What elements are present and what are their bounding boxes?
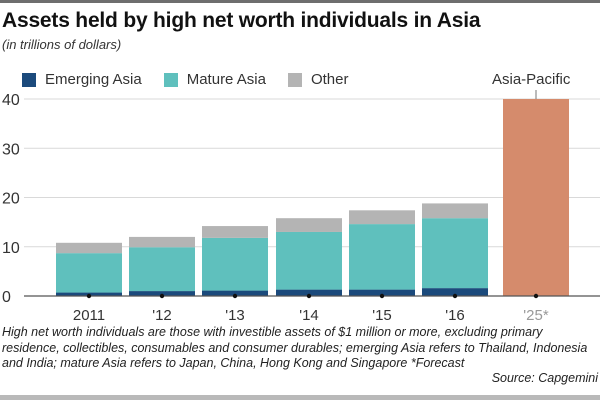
bar-other bbox=[202, 226, 268, 238]
x-tick-dot bbox=[452, 293, 458, 299]
x-tick-label: '16 bbox=[445, 307, 465, 324]
x-tick-dot bbox=[379, 293, 385, 299]
legend-label: Mature Asia bbox=[186, 71, 266, 88]
y-tick-label: 30 bbox=[2, 141, 20, 158]
x-tick-label: '14 bbox=[299, 307, 319, 324]
legend-swatch-mature-asia bbox=[163, 72, 178, 87]
x-tick-dot bbox=[86, 293, 92, 299]
x-tick-dot bbox=[159, 293, 165, 299]
bar-emerging-asia bbox=[276, 289, 342, 296]
x-tick-dot bbox=[306, 293, 312, 299]
chart-plot: 0 10 20 30 40 2011 '12 '13 '14 '15 '16 '25* bbox=[2, 90, 600, 324]
y-tick-label: 20 bbox=[2, 191, 20, 208]
legend-item-mature-asia: Mature Asia bbox=[163, 71, 266, 88]
bar-emerging-asia bbox=[129, 291, 195, 296]
bar-other bbox=[422, 203, 488, 219]
legend-item-emerging-asia: Emerging Asia bbox=[22, 71, 142, 88]
y-tick-label: 40 bbox=[2, 92, 20, 109]
y-tick-label: 10 bbox=[2, 240, 20, 257]
chart-title: Assets held by high net worth individual… bbox=[2, 9, 481, 32]
chart-subtitle: (in trillions of dollars) bbox=[2, 37, 122, 52]
legend-swatch-other bbox=[287, 72, 302, 87]
bar-mature-asia bbox=[129, 247, 195, 292]
legend-item-other: Other bbox=[287, 71, 349, 88]
x-tick-label: '15 bbox=[372, 307, 392, 324]
bar-asia-pacific bbox=[503, 99, 569, 296]
bar-mature-asia bbox=[349, 224, 415, 290]
bottom-rule bbox=[0, 395, 600, 400]
x-tick-label: '25* bbox=[523, 307, 549, 324]
x-tick-label: '13 bbox=[225, 307, 245, 324]
source-credit: Source: Capgemini bbox=[491, 371, 598, 385]
bar-mature-asia bbox=[56, 253, 122, 293]
legend-swatch-emerging-asia bbox=[22, 72, 36, 87]
legend: Emerging Asia Mature Asia Other bbox=[22, 71, 370, 88]
bar-other bbox=[349, 210, 415, 225]
x-tick-dot bbox=[232, 293, 238, 299]
x-tick-label: 2011 bbox=[73, 307, 105, 324]
bar-mature-asia bbox=[202, 237, 268, 291]
footnote: High net worth individuals are those wit… bbox=[2, 325, 588, 370]
bar-emerging-asia bbox=[422, 288, 488, 296]
legend-label: Emerging Asia bbox=[45, 71, 142, 88]
bar-emerging-asia bbox=[202, 290, 268, 296]
bar-other bbox=[276, 218, 342, 232]
bar-emerging-asia bbox=[349, 289, 415, 296]
legend-label: Other bbox=[310, 71, 349, 88]
bar-mature-asia bbox=[276, 231, 342, 290]
bar-other bbox=[56, 242, 122, 254]
bar-mature-asia bbox=[422, 218, 488, 289]
x-tick-label: '12 bbox=[152, 307, 172, 324]
top-rule bbox=[0, 0, 600, 3]
y-tick-label: 0 bbox=[2, 289, 11, 306]
bar-other bbox=[129, 236, 195, 248]
x-tick-dot bbox=[533, 293, 539, 299]
annotation-asia-pacific: Asia-Pacific bbox=[492, 71, 571, 88]
